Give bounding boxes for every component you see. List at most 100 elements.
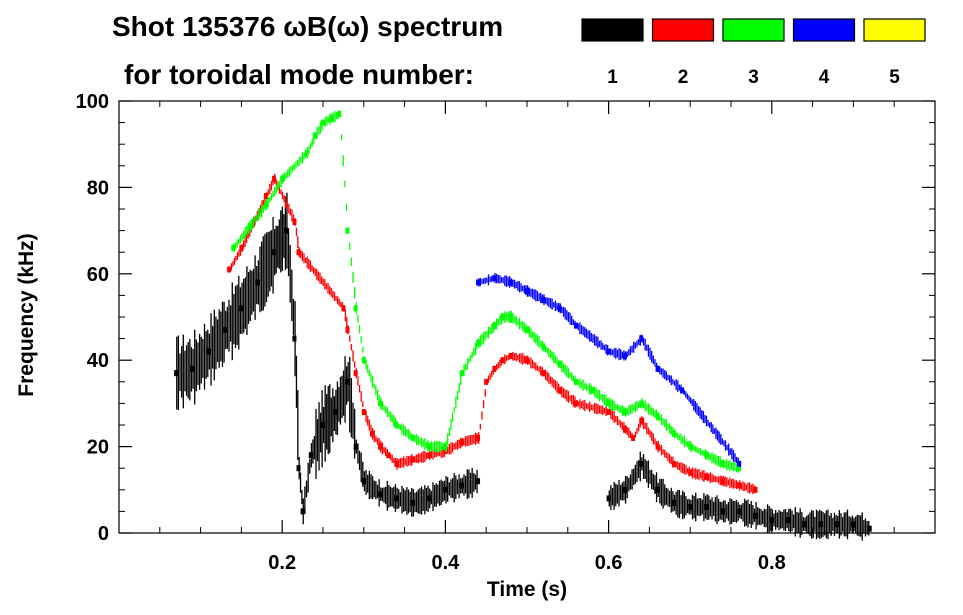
band-n=3 <box>365 359 367 370</box>
band-n=3 <box>531 331 534 339</box>
band-n=1 <box>618 480 620 507</box>
band-n=3 <box>714 454 716 465</box>
band-n=1 <box>365 470 367 495</box>
band-n=2 <box>358 384 361 393</box>
band-n=2 <box>564 389 566 400</box>
series-n=4 <box>476 273 742 467</box>
band-n=1 <box>297 389 299 461</box>
band-n=1 <box>302 498 304 525</box>
band-n=1 <box>212 325 214 369</box>
point-n=1 <box>476 478 481 485</box>
band-n=4 <box>734 453 736 463</box>
band-n=3 <box>381 401 384 411</box>
band-n=1 <box>783 509 785 531</box>
x-tick-label: 0.4 <box>431 552 460 574</box>
band-n=2 <box>314 268 316 277</box>
band-n=4 <box>713 428 716 435</box>
band-n=4 <box>489 276 491 283</box>
band-n=1 <box>815 509 818 540</box>
band-n=3 <box>468 358 470 364</box>
band-n=2 <box>626 426 628 436</box>
band-n=2 <box>236 252 239 260</box>
band-n=2 <box>281 191 284 200</box>
band-n=3 <box>513 316 516 323</box>
band-n=3 <box>451 412 454 422</box>
band-n=4 <box>678 384 681 391</box>
band-n=3 <box>538 336 540 348</box>
band-n=3 <box>562 363 565 373</box>
point-n=2 <box>753 486 758 493</box>
band-n=3 <box>631 403 633 414</box>
band-n=3 <box>401 423 403 435</box>
band-n=2 <box>518 353 521 363</box>
band-n=1 <box>299 472 302 493</box>
band-n=2 <box>505 355 508 362</box>
band-n=4 <box>551 298 553 310</box>
band-n=2 <box>354 361 356 368</box>
legend-label-5: 5 <box>889 67 900 88</box>
band-n=3 <box>613 400 615 412</box>
band-n=2 <box>338 298 340 307</box>
band-n=1 <box>863 520 865 534</box>
band-n=1 <box>216 319 219 363</box>
band-n=1 <box>409 491 411 512</box>
band-n=4 <box>629 346 632 356</box>
band-n=2 <box>647 427 650 435</box>
band-n=1 <box>313 435 316 460</box>
band-n=1 <box>641 457 643 471</box>
band-n=4 <box>688 395 690 402</box>
band-n=1 <box>699 498 702 516</box>
band-n=3 <box>713 454 715 464</box>
band-n=3 <box>523 322 526 333</box>
band-n=2 <box>724 476 726 487</box>
band-n=3 <box>301 152 304 164</box>
band-n=1 <box>412 489 415 517</box>
band-n=3 <box>608 397 610 410</box>
band-n=3 <box>497 318 499 326</box>
band-n=2 <box>292 214 295 223</box>
band-n=1 <box>750 500 752 528</box>
band-n=2 <box>316 268 318 280</box>
band-n=2 <box>510 353 512 359</box>
band-n=1 <box>205 331 207 379</box>
band-n=1 <box>241 282 243 335</box>
band-n=3 <box>386 407 388 417</box>
band-n=4 <box>566 310 568 321</box>
band-n=3 <box>256 214 258 221</box>
band-n=3 <box>727 461 730 470</box>
band-n=2 <box>708 473 710 481</box>
band-n=1 <box>336 381 339 436</box>
band-n=4 <box>603 344 606 351</box>
band-n=2 <box>440 446 442 458</box>
band-n=1 <box>262 236 264 311</box>
band-n=2 <box>668 454 671 464</box>
band-n=2 <box>732 478 734 489</box>
band-n=3 <box>274 187 276 197</box>
band-n=1 <box>861 512 863 541</box>
band-n=2 <box>748 482 751 494</box>
band-n=2 <box>527 355 529 365</box>
band-n=1 <box>373 480 375 498</box>
band-n=2 <box>696 469 699 480</box>
band-n=3 <box>438 441 441 452</box>
band-n=3 <box>336 112 338 120</box>
band-n=1 <box>731 498 733 524</box>
band-n=1 <box>466 469 468 500</box>
band-n=2 <box>308 259 310 270</box>
band-n=1 <box>757 507 759 526</box>
band-n=2 <box>620 420 622 428</box>
band-n=2 <box>404 458 406 466</box>
band-n=1 <box>312 439 314 464</box>
band-n=1 <box>329 384 331 453</box>
band-n=1 <box>270 230 273 287</box>
band-n=2 <box>590 404 592 411</box>
band-n=1 <box>424 485 426 515</box>
band-n=2 <box>274 173 276 184</box>
band-n=4 <box>689 397 692 404</box>
band-n=3 <box>603 393 606 406</box>
band-n=2 <box>575 400 578 407</box>
band-n=2 <box>295 227 298 237</box>
band-n=2 <box>252 221 254 229</box>
band-n=3 <box>293 163 295 170</box>
